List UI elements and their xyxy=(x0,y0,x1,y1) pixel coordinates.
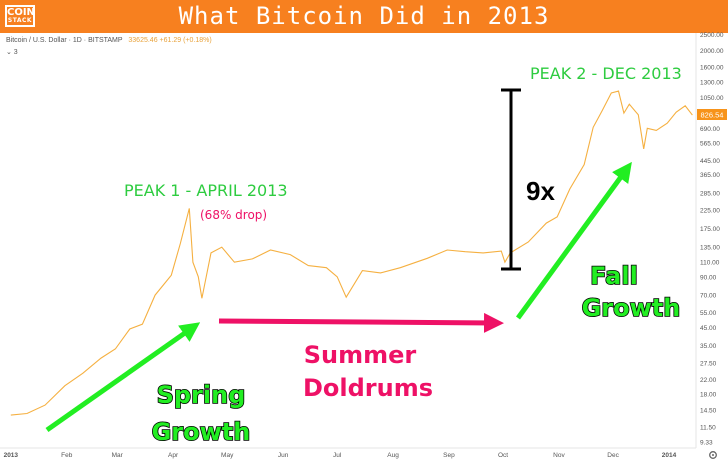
summer-doldrums-arrow xyxy=(218,312,504,333)
y-tick-label: 2500.00 xyxy=(700,32,724,39)
y-tick-label: 445.00 xyxy=(700,158,720,165)
x-tick-label: Feb xyxy=(61,452,73,459)
summer-label-line2: Doldrums xyxy=(303,374,433,402)
y-tick-label: 70.00 xyxy=(700,293,717,300)
price-series-line xyxy=(10,90,693,416)
y-tick-label: 110.00 xyxy=(700,260,720,267)
y-tick-label: 22.00 xyxy=(700,377,717,384)
y-tick-label: 690.00 xyxy=(700,126,720,133)
x-tick-label: Jul xyxy=(333,452,342,459)
fall-growth-arrow xyxy=(515,161,632,320)
y-tick-label: 45.00 xyxy=(700,325,717,332)
x-tick-label: Aug xyxy=(387,452,399,459)
y-tick-label: 14.50 xyxy=(700,407,717,414)
y-tick-label: 365.00 xyxy=(700,172,720,179)
peak1-label: PEAK 1 - APRIL 2013 xyxy=(124,181,288,200)
x-tick-label: Apr xyxy=(168,452,179,459)
last-price-badge xyxy=(697,109,727,120)
logo-text-top: COIN xyxy=(7,7,35,18)
spring-label-line2: Growth xyxy=(152,418,251,446)
fall-label-line1: Fall xyxy=(590,262,638,290)
symbol-label: Bitcoin / U.S. Dollar · 1D · BITSTAMP xyxy=(6,37,123,44)
peak2-label: PEAK 2 - DEC 2013 xyxy=(530,64,682,83)
spring-label-line1: Spring xyxy=(157,381,246,409)
x-tick-label: 2013 xyxy=(4,452,19,459)
y-tick-label: 35.00 xyxy=(700,343,717,350)
ohlc-readout: 33625.46 +61.29 (+0.18%) xyxy=(128,37,212,44)
coinstack-logo: COIN STACK xyxy=(5,5,35,27)
y-tick-label: 11.50 xyxy=(700,424,716,431)
indicator-toggle[interactable]: ⌄ 3 xyxy=(6,49,18,56)
summer-label-line1: Summer xyxy=(304,341,417,369)
y-tick-label: 225.00 xyxy=(700,208,720,215)
y-tick-label: 55.00 xyxy=(700,310,717,317)
y-tick-label: 565.00 xyxy=(700,140,720,147)
x-tick-label: Nov xyxy=(553,452,565,459)
y-tick-label: 90.00 xyxy=(700,274,717,281)
x-axis-ticks: 2013 Feb Mar Apr May Jun Jul Aug Sep Oct Nov Dec 201… xyxy=(4,452,677,459)
drop-label: (68% drop) xyxy=(200,208,267,222)
x-tick-label: Dec xyxy=(607,452,619,459)
x-tick-label: 2014 xyxy=(662,452,677,459)
title-banner: COIN STACK What Bitcoin Did in 2013 xyxy=(0,0,728,33)
y-tick-label: 175.00 xyxy=(700,226,720,233)
y-tick-label: 2000.00 xyxy=(700,48,724,55)
x-tick-label: Sep xyxy=(443,452,455,459)
last-price-label: 826.54 xyxy=(701,111,724,120)
x-tick-label: Oct xyxy=(498,452,508,459)
logo-text-bottom: STACK xyxy=(7,17,33,24)
fall-label-line2: Growth xyxy=(582,294,681,322)
settings-gear-icon[interactable] xyxy=(709,451,717,459)
symbol-header: Bitcoin / U.S. Dollar · 1D · BITSTAMP 33… xyxy=(6,37,212,44)
y-tick-label: 285.00 xyxy=(700,190,720,197)
y-tick-label: 1300.00 xyxy=(700,80,724,87)
y-axis-ticks: 9.33 11.50 14.50 18.00 22.00 27.50 35.00 45.00 5… xyxy=(700,32,724,447)
page-title: What Bitcoin Did in 2013 xyxy=(178,2,550,30)
x-tick-label: Jun xyxy=(278,452,289,459)
spring-growth-arrow xyxy=(45,322,201,433)
y-tick-label: 135.00 xyxy=(700,245,720,252)
x-tick-label: Mar xyxy=(112,452,124,459)
y-tick-label: 9.33 xyxy=(700,440,713,447)
y-tick-label: 1050.00 xyxy=(700,95,724,102)
x-tick-label: May xyxy=(221,452,234,459)
y-tick-label: 18.00 xyxy=(700,392,717,399)
y-tick-label: 27.50 xyxy=(700,361,717,368)
multiplier-label: 9x xyxy=(526,176,555,206)
y-tick-label: 1600.00 xyxy=(700,64,724,71)
